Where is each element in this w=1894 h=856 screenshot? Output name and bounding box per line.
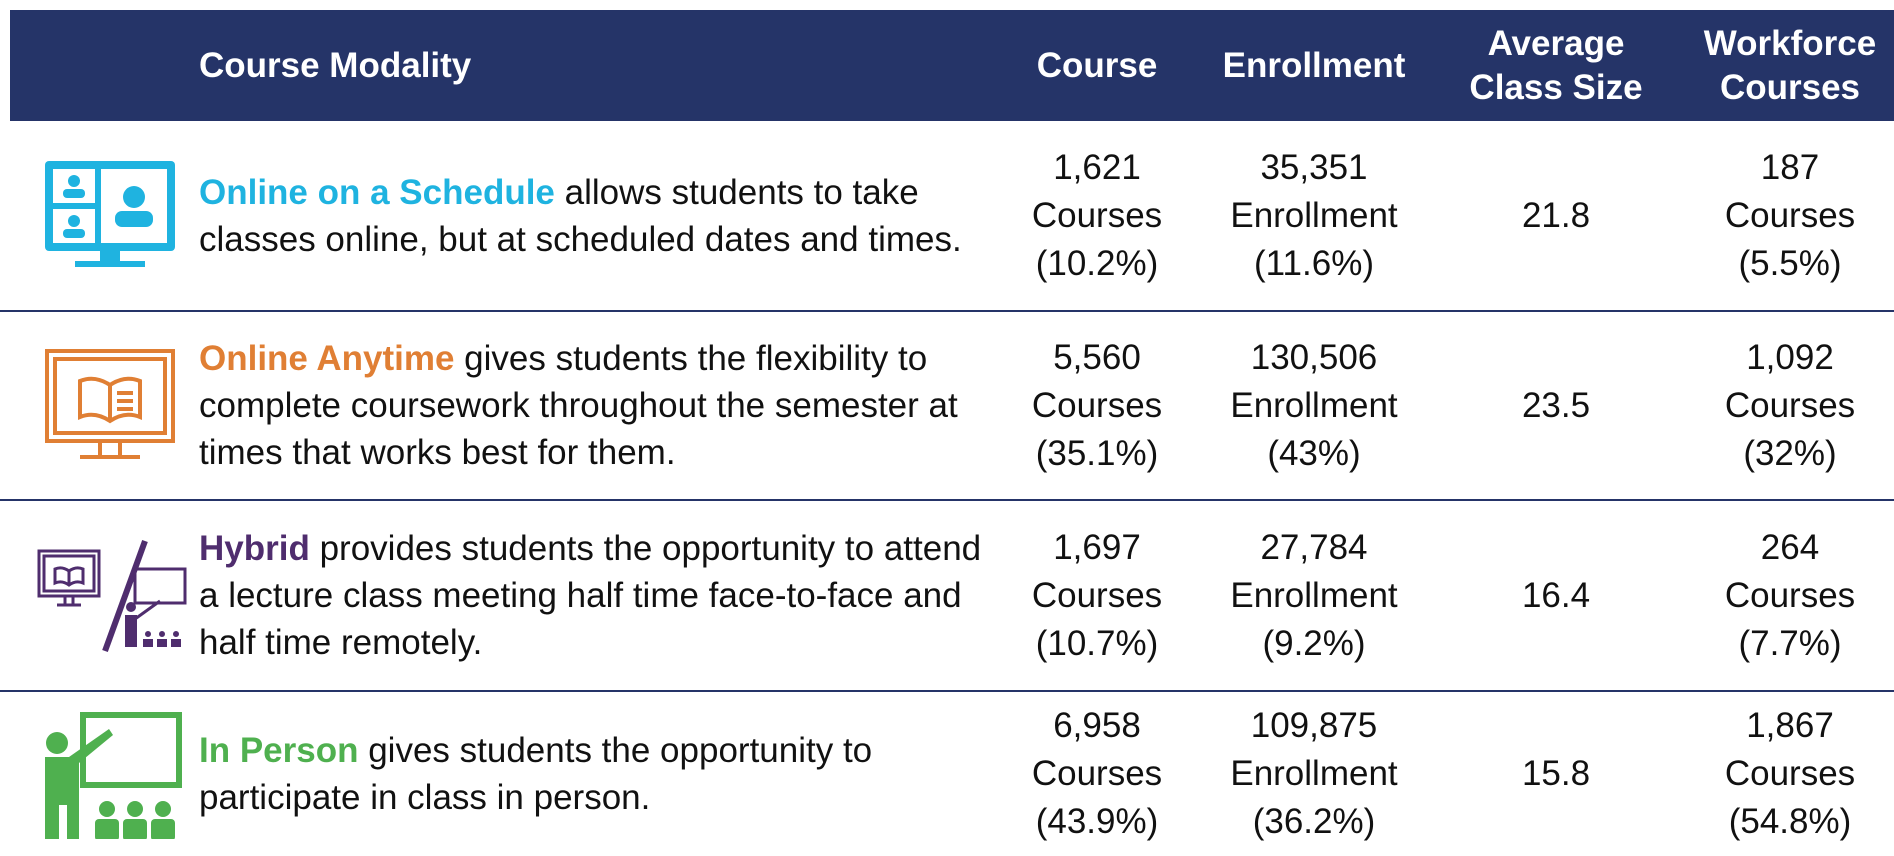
header-cell: Enrollment bbox=[1222, 45, 1406, 85]
description: Online Anytime gives students the flexib… bbox=[199, 312, 999, 499]
enrollment-line: 27,784 bbox=[1260, 527, 1368, 567]
description-text: Hybrid provides students the opportunity… bbox=[199, 525, 999, 666]
workforce-line: 264 bbox=[1760, 527, 1820, 567]
header-line: Workforce bbox=[1703, 23, 1877, 63]
course-line: (10.2%) bbox=[1035, 243, 1159, 283]
enrollment-cell: 109,875 Enrollment (36.2%) bbox=[1194, 692, 1434, 856]
enrollment-line: (11.6%) bbox=[1254, 243, 1374, 283]
enrollment-line: Enrollment bbox=[1230, 385, 1398, 425]
workforce-line: 1,092 bbox=[1746, 337, 1834, 377]
workforce-line: Courses bbox=[1724, 754, 1856, 793]
course-line: Courses bbox=[1031, 575, 1163, 615]
workforce-cell: 187 Courses (5.5%) bbox=[1690, 121, 1890, 310]
description: In Person gives students the opportunity… bbox=[199, 692, 999, 856]
description: Online on a Schedule allows students to … bbox=[199, 121, 999, 310]
row-separator bbox=[0, 690, 1894, 692]
modality-description: gives students the flexibility to comple… bbox=[199, 339, 958, 472]
row-separator bbox=[0, 310, 1894, 312]
modality-description: provides students the opportunity to att… bbox=[199, 529, 982, 662]
course-line: (35.1%) bbox=[1035, 433, 1159, 473]
header-line: Courses bbox=[1719, 67, 1861, 107]
avg_class_size-cell: 21.8 bbox=[1446, 121, 1666, 310]
workforce-cell: 264 Courses (7.7%) bbox=[1690, 501, 1890, 690]
icon-graphic bbox=[45, 160, 175, 267]
header-cell: Course bbox=[1036, 45, 1158, 85]
header-line: Average bbox=[1487, 23, 1625, 63]
modality-description: gives students the opportunity to partic… bbox=[199, 731, 873, 817]
avg_class_size-value: 15.8 bbox=[1521, 754, 1591, 793]
enrollment-line: Enrollment bbox=[1230, 575, 1398, 615]
description: Hybrid provides students the opportunity… bbox=[199, 501, 999, 690]
enrollment-line: Enrollment bbox=[1230, 754, 1398, 793]
enrollment-line: Enrollment bbox=[1230, 195, 1398, 235]
modality-description: allows students to take classes online, … bbox=[199, 172, 962, 259]
avg_class_size-cell: 15.8 bbox=[1446, 692, 1666, 856]
course-line: Courses bbox=[1031, 385, 1163, 425]
icon-graphic bbox=[45, 348, 175, 459]
icon-graphic bbox=[45, 712, 182, 845]
enrollment-line: 130,506 bbox=[1250, 337, 1378, 377]
avg_class_size-cell: 23.5 bbox=[1446, 312, 1666, 499]
modality-name: Hybrid bbox=[199, 529, 310, 568]
course-line: 5,560 bbox=[1053, 337, 1141, 377]
course-line: 1,697 bbox=[1053, 527, 1141, 567]
course-line: (10.7%) bbox=[1035, 623, 1159, 663]
header-line: Class Size bbox=[1469, 67, 1643, 107]
workforce-line: (5.5%) bbox=[1738, 243, 1842, 283]
workforce-line: (7.7%) bbox=[1738, 623, 1842, 663]
modality-icon bbox=[30, 151, 190, 286]
course-line: 6,958 bbox=[1053, 706, 1141, 745]
course-line: Courses bbox=[1031, 754, 1163, 793]
course-line: Courses bbox=[1031, 195, 1163, 235]
workforce-line: (54.8%) bbox=[1728, 802, 1852, 841]
workforce-cell: 1,092 Courses (32%) bbox=[1690, 312, 1890, 499]
course-cell: 6,958 Courses (43.9%) bbox=[1007, 692, 1187, 856]
header-cell: Workforce Courses bbox=[1690, 10, 1890, 121]
enrollment-cell: 130,506 Enrollment (43%) bbox=[1194, 312, 1434, 499]
modality-name: In Person bbox=[199, 731, 359, 770]
header-cell: Course Modality bbox=[199, 45, 472, 85]
enrollment-line: 109,875 bbox=[1250, 706, 1378, 745]
modality-icon bbox=[30, 341, 190, 476]
enrollment-cell: 27,784 Enrollment (9.2%) bbox=[1194, 501, 1434, 690]
enrollment-line: (43%) bbox=[1267, 433, 1361, 473]
avg_class_size-value: 23.5 bbox=[1521, 385, 1591, 425]
enrollment-line: 35,351 bbox=[1260, 147, 1368, 187]
workforce-cell: 1,867 Courses (54.8%) bbox=[1690, 692, 1890, 856]
modality-name: Online Anytime bbox=[199, 339, 455, 378]
course-line: 1,621 bbox=[1053, 147, 1141, 187]
course-line: (43.9%) bbox=[1035, 802, 1159, 841]
course-cell: 5,560 Courses (35.1%) bbox=[1007, 312, 1187, 499]
modality-icon bbox=[30, 709, 190, 845]
workforce-line: 187 bbox=[1760, 147, 1820, 187]
icon-graphic bbox=[37, 539, 187, 652]
description-text: In Person gives students the opportunity… bbox=[199, 727, 999, 821]
enrollment-line: (36.2%) bbox=[1252, 802, 1376, 841]
workforce-line: Courses bbox=[1724, 195, 1856, 235]
modality-icon bbox=[30, 531, 190, 666]
row-separator bbox=[0, 499, 1894, 501]
avg_class_size-cell: 16.4 bbox=[1446, 501, 1666, 690]
avg_class_size-value: 21.8 bbox=[1521, 195, 1591, 235]
course-cell: 1,621 Courses (10.2%) bbox=[1007, 121, 1187, 310]
modality-name: Online on a Schedule bbox=[199, 172, 555, 212]
workforce-line: (32%) bbox=[1743, 433, 1837, 473]
workforce-line: Courses bbox=[1724, 385, 1856, 425]
avg_class_size-value: 16.4 bbox=[1521, 575, 1591, 615]
enrollment-cell: 35,351 Enrollment (11.6%) bbox=[1194, 121, 1434, 310]
workforce-line: 1,867 bbox=[1746, 706, 1834, 745]
description-text: Online on a Schedule allows students to … bbox=[199, 169, 999, 263]
header-cell: Average Class Size bbox=[1446, 10, 1666, 121]
course-cell: 1,697 Courses (10.7%) bbox=[1007, 501, 1187, 690]
enrollment-line: (9.2%) bbox=[1262, 623, 1366, 663]
header-row: Course Modality Course Enrollment Averag… bbox=[10, 10, 1894, 121]
workforce-line: Courses bbox=[1724, 575, 1856, 615]
description-text: Online Anytime gives students the flexib… bbox=[199, 335, 999, 476]
